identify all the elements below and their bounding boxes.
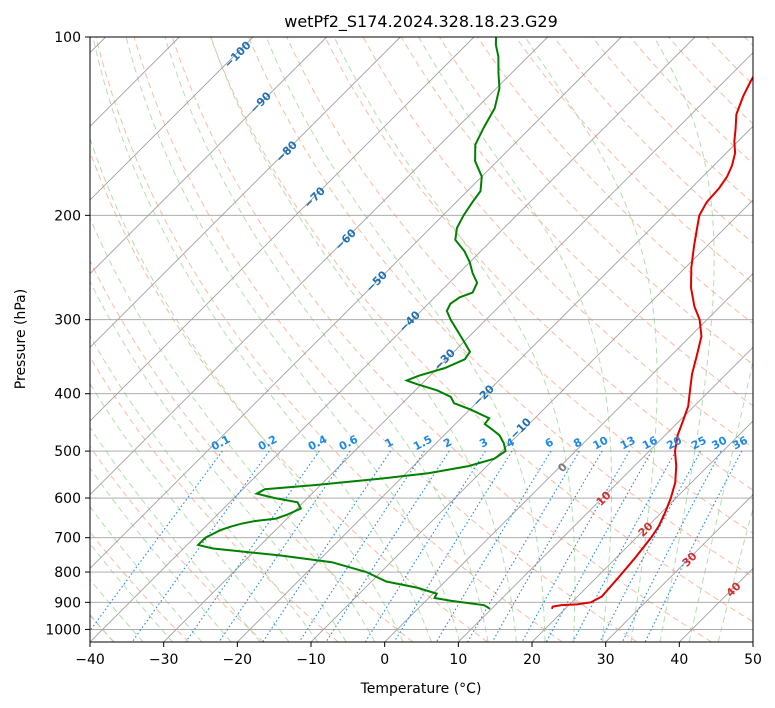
y-tick-label: 300 <box>54 313 81 329</box>
y-tick-label: 500 <box>54 444 81 460</box>
dry-adiabat-line <box>171 37 712 642</box>
moist-adiabat-line <box>164 37 489 642</box>
temperature-profile-line <box>550 75 753 610</box>
dry-adiabat-line <box>90 445 264 642</box>
mixing-ratio-line <box>599 450 702 642</box>
moist-adiabat-line <box>90 467 232 642</box>
y-tick-label: 800 <box>54 565 81 581</box>
mixing-ratio-line <box>621 450 722 642</box>
moist-adiabat-line <box>653 37 715 642</box>
moist-adiabat-line <box>90 382 290 642</box>
mixing-ratio-label: 10 <box>591 434 611 453</box>
isotherm-line <box>90 37 401 348</box>
moist-adiabat-line <box>90 216 376 642</box>
x-tick-label: −10 <box>296 652 326 668</box>
moist-adiabat-line <box>90 280 347 642</box>
mixing-ratio-label: 16 <box>640 434 660 453</box>
chart-title: wetPf2_S174.2024.328.18.23.G29 <box>284 12 558 32</box>
dewpoint-profile-line <box>196 37 507 610</box>
moist-adiabat-line <box>90 542 173 642</box>
moist-adiabat-line <box>524 37 658 642</box>
isotherm-line <box>458 346 753 642</box>
plot-frame <box>89 36 754 643</box>
mixing-ratio-label: 25 <box>689 434 709 453</box>
isotherm-line <box>90 37 327 275</box>
moist-adiabat-line <box>90 334 319 642</box>
x-tick-label: −30 <box>149 652 179 668</box>
dry-adiabat-line <box>248 37 753 578</box>
y-axis-title: Pressure (hPa) <box>13 289 29 389</box>
mixing-ratio-line <box>572 450 677 642</box>
mixing-ratio-line <box>90 450 223 632</box>
isotherm-line <box>90 37 254 201</box>
mixing-ratio-label: 13 <box>618 434 638 453</box>
y-tick-label: 1000 <box>45 622 81 638</box>
mixing-ratio-line <box>491 450 603 642</box>
x-tick-label: −40 <box>75 652 105 668</box>
dry-adiabat-line <box>515 37 753 284</box>
axis-layer: −40 −30 −20 −10 0 10 20 30 40 50 1000 900 800 700 600 5… <box>45 30 762 668</box>
y-tick-label: 900 <box>54 595 81 611</box>
moist-adiabat-line <box>333 37 576 642</box>
mixing-ratio-line <box>298 450 425 642</box>
y-tick-label: 400 <box>54 387 81 403</box>
mixing-ratio-label: 36 <box>730 434 750 453</box>
dry-adiabat-line <box>286 37 753 534</box>
data-layer <box>196 37 753 610</box>
x-tick-label: 50 <box>744 652 762 668</box>
moist-adiabat-line <box>418 37 613 642</box>
x-tick-label: −20 <box>223 652 253 668</box>
moist-adiabat-line <box>90 505 203 642</box>
x-axis-title: Temperature (°C) <box>360 681 482 697</box>
y-tick-label: 100 <box>54 30 81 46</box>
dry-adiabat-line <box>95 37 563 642</box>
x-tick-label: 40 <box>670 652 688 668</box>
y-tick-label: 700 <box>54 531 81 547</box>
moist-adiabat-line <box>90 578 144 642</box>
y-tick-label: 600 <box>54 491 81 507</box>
x-tick-label: 0 <box>380 652 389 668</box>
mixing-ratio-line <box>644 450 743 642</box>
dry-adiabat-line <box>210 37 753 623</box>
dry-adiabat-line <box>90 259 414 642</box>
isotherm-line <box>310 199 753 642</box>
mixing-ratio-line <box>185 450 320 642</box>
mixing-ratio-line <box>262 450 392 642</box>
isotherm-line <box>605 494 753 642</box>
isotherm-line <box>90 37 548 496</box>
isotherm-line <box>90 37 475 422</box>
isotherm-line <box>90 37 696 642</box>
x-tick-label: 30 <box>597 652 615 668</box>
mixing-ratio-line <box>545 450 653 642</box>
mixing-ratio-line <box>393 450 513 642</box>
isotherm-line <box>384 273 753 642</box>
mixing-ratio-line <box>218 450 351 642</box>
mixing-ratio-label: 20 <box>664 434 684 453</box>
dry-adiabat-line <box>324 37 753 491</box>
isotherm-line <box>531 420 753 642</box>
y-tick-label: 200 <box>54 208 81 224</box>
moist-adiabat-line <box>90 426 261 642</box>
grid-layer <box>90 37 753 642</box>
isotherm-line <box>163 52 753 642</box>
moist-adiabat-line <box>717 506 753 642</box>
mixing-ratio-label: 30 <box>710 434 730 453</box>
dry-adiabat-line <box>90 356 339 642</box>
x-tick-label: 20 <box>523 652 541 668</box>
moist-adiabat-line <box>265 37 546 642</box>
isotherm-line <box>90 37 622 569</box>
isotherm-line <box>237 125 753 642</box>
moist-adiabat-line <box>688 358 753 642</box>
x-tick-label: 10 <box>449 652 467 668</box>
moist-adiabat-line <box>92 37 432 642</box>
moist-adiabat-line <box>210 37 517 642</box>
mixing-ratio-line <box>521 450 630 642</box>
